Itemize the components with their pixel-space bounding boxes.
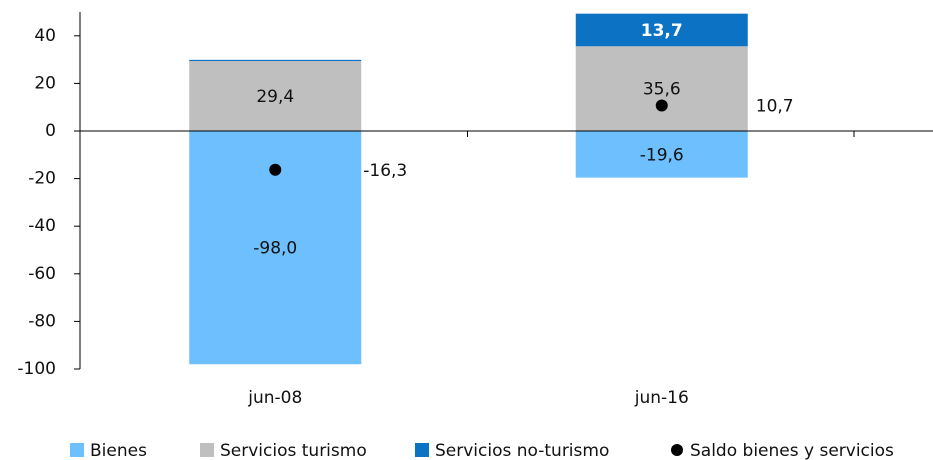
legend-marker [415, 443, 429, 457]
value-label: 29,4 [256, 87, 294, 107]
value-label: 13,7 [641, 21, 683, 41]
legend-label: Servicios turismo [220, 441, 367, 460]
y-tick-label: 20 [34, 73, 56, 93]
legend-marker [200, 443, 214, 457]
bar [575, 13, 748, 47]
x-tick-label: jun-08 [247, 388, 302, 408]
bar [189, 59, 362, 62]
legend-label: Saldo bienes y servicios [690, 441, 894, 460]
y-tick-label: 0 [45, 121, 56, 141]
y-tick-label: -100 [17, 359, 56, 379]
value-label: -98,0 [253, 239, 297, 259]
bar [189, 61, 362, 131]
value-label: 10,7 [756, 97, 794, 117]
y-tick-label: 40 [34, 26, 56, 46]
point [269, 163, 282, 176]
y-tick-label: -40 [28, 216, 56, 236]
value-label: 35,6 [643, 80, 681, 100]
point [655, 99, 668, 112]
x-tick-label: jun-16 [634, 388, 689, 408]
legend-marker [671, 444, 683, 456]
y-tick-label: -80 [28, 311, 56, 331]
legend-label: Bienes [90, 441, 147, 460]
value-label: -19,6 [640, 145, 684, 165]
value-label: -16,3 [363, 161, 407, 181]
legend-marker [70, 443, 84, 457]
bar [575, 131, 748, 178]
legend-label: Servicios no-turismo [435, 441, 609, 460]
y-tick-label: -20 [28, 169, 56, 189]
y-tick-label: -60 [28, 264, 56, 284]
bar [575, 46, 748, 131]
